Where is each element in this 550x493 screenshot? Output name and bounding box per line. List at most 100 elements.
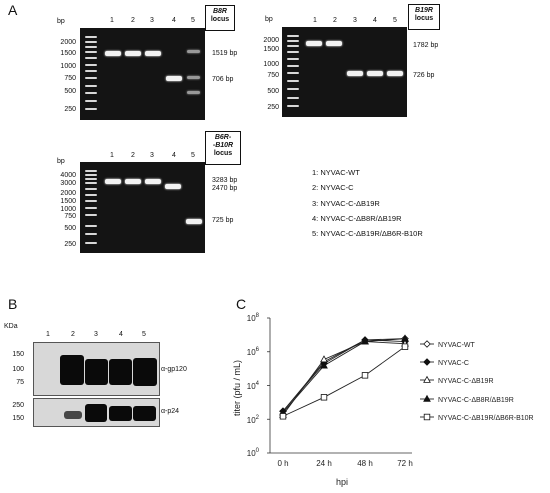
gel3-ladder-1500: 1500 [60,198,76,205]
gel3-band-lane2 [125,179,141,184]
gel1-ladder-band [85,36,97,38]
gel2-band-lane2 [326,41,342,46]
gel1-image [80,28,205,120]
wb-bottom-band-lane3 [85,404,107,422]
gel3-ladder-4000: 4000 [60,172,76,179]
gel1-ladder-500: 500 [64,88,76,95]
gel3-band-lane3 [145,179,161,184]
gel2-band-lane1 [306,41,322,46]
wb-top-band-lane3 [85,359,108,385]
legend-label-c: NYVAC-C [438,360,469,367]
data-point-s3-1 [320,361,328,369]
series-markers [279,334,409,420]
gel1-band-lane5-top [187,50,200,53]
gel3-ladder-band [85,174,97,176]
wb-bottom-marker-250: 250 [12,402,24,409]
y-axis-label: titer (pfu / mL) [232,360,242,416]
gel3-size-2470: 2470 bp [212,185,238,192]
gel2-ladder-500: 500 [267,88,279,95]
wb-lane-2: 2 [71,331,75,338]
wb-bottom-band-lane4 [109,406,132,421]
gel3-ladder-500: 500 [64,225,76,232]
gel1-ladder-band [85,57,97,59]
x-axis-label: hpi [336,477,348,487]
gel1-ladder-band [85,100,97,102]
gel3-lane-3: 3 [150,152,154,159]
gel2-bp-label: bp [265,16,273,23]
panel-label-a: A [8,2,18,18]
gel3-lane-5: 5 [191,152,195,159]
gel3-locus-title2: -B10R [212,142,234,149]
chart-legend: NYVAC-WT NYVAC-C NYVAC-C-ΔB19R NYVAC-C-Δ… [420,340,534,422]
wb-top-membrane [33,342,160,396]
gel1-size-1519: 1519 bp [212,50,238,57]
legend-marker-0 [423,340,431,348]
gel3-ladder-band [85,182,97,184]
gel1-ladder-band [85,51,97,53]
series-line-0 [282,338,406,412]
gel2-lane-1: 1 [313,17,317,24]
gel1-ladder-1000: 1000 [60,63,76,70]
gel2-ladder-band [287,97,299,99]
panel-label-b: B [8,296,18,312]
series-line-2 [282,341,406,416]
gel1-lane-3: 3 [150,17,154,24]
wb-top-band-lane4 [109,359,132,385]
wb-bottom-band-lane5 [133,406,156,421]
gel1-lane-5: 5 [191,17,195,24]
gel3-ladder-band [85,188,97,190]
gel3-band-lane1 [105,179,121,184]
gel3-ladder-3000: 3000 [60,180,76,187]
gel2-ladder-band [287,40,299,42]
gel1-ladder-band [85,108,97,110]
gel1-ladder-band [85,46,97,48]
wb-bottom-marker-150: 150 [12,415,24,422]
wb-top-band-lane2 [60,355,84,385]
gel3-ladder-band [85,214,97,216]
gel1-bp-label: bp [57,18,65,25]
y-tick-label-2: 102 [247,415,260,425]
gel1-ladder-2000: 2000 [60,39,76,46]
series-line-4 [282,346,406,417]
wb-top-band-lane5 [133,358,157,386]
wb-top-antibody: α-gp120 [161,366,187,373]
x-tick-label-48h: 48 h [357,459,373,468]
gel3-band-lane4 [165,184,181,189]
gel2-lane-4: 4 [373,17,377,24]
gel2-ladder-band [287,80,299,82]
legend-marker-1 [423,358,431,366]
wb-lane-5: 5 [142,331,146,338]
gel2-ladder-band [287,58,299,60]
x-tick-label-72h: 72 h [397,459,413,468]
gel1-band-lane3 [145,51,161,56]
gel3-locus-box: B6R- -B10R locus [205,131,241,165]
gel2-lane-2: 2 [333,17,337,24]
gel3-ladder-1000: 1000 [60,206,76,213]
gel2-image [282,27,407,117]
gel2-size-1782: 1782 bp [413,42,439,49]
wb-top-marker-100: 100 [12,366,24,373]
gel3-locus-sub: locus [213,150,233,157]
gel3-lane-2: 2 [131,152,135,159]
gel1-locus-title: B8R [212,8,227,15]
y-ticks [267,317,270,454]
gel2-ladder-band [287,45,299,47]
gel3-ladder-band [85,178,97,180]
lane-legend-item-2: 2: NYVAC-C [312,183,354,192]
gel1-ladder-250: 250 [64,106,76,113]
gel1-lane-2: 2 [131,17,135,24]
data-point-s3-3 [401,334,409,342]
wb-lane-1: 1 [46,331,50,338]
wb-lane-4: 4 [119,331,123,338]
gel2-ladder-band [287,65,299,67]
lane-legend-item-1: 1: NYVAC-WT [312,168,360,177]
gel2-ladder-band [287,51,299,53]
gel2-band-lane4 [367,71,383,76]
gel1-ladder-band [85,77,97,79]
gel3-locus-title: B6R- [214,134,232,141]
gel1-size-706: 706 bp [212,76,234,83]
gel3-image [80,162,205,253]
lane-legend-item-3: 3: NYVAC-C-ΔB19R [312,199,380,208]
legend-marker-4 [423,413,431,421]
gel3-bp-label: bp [57,158,65,165]
